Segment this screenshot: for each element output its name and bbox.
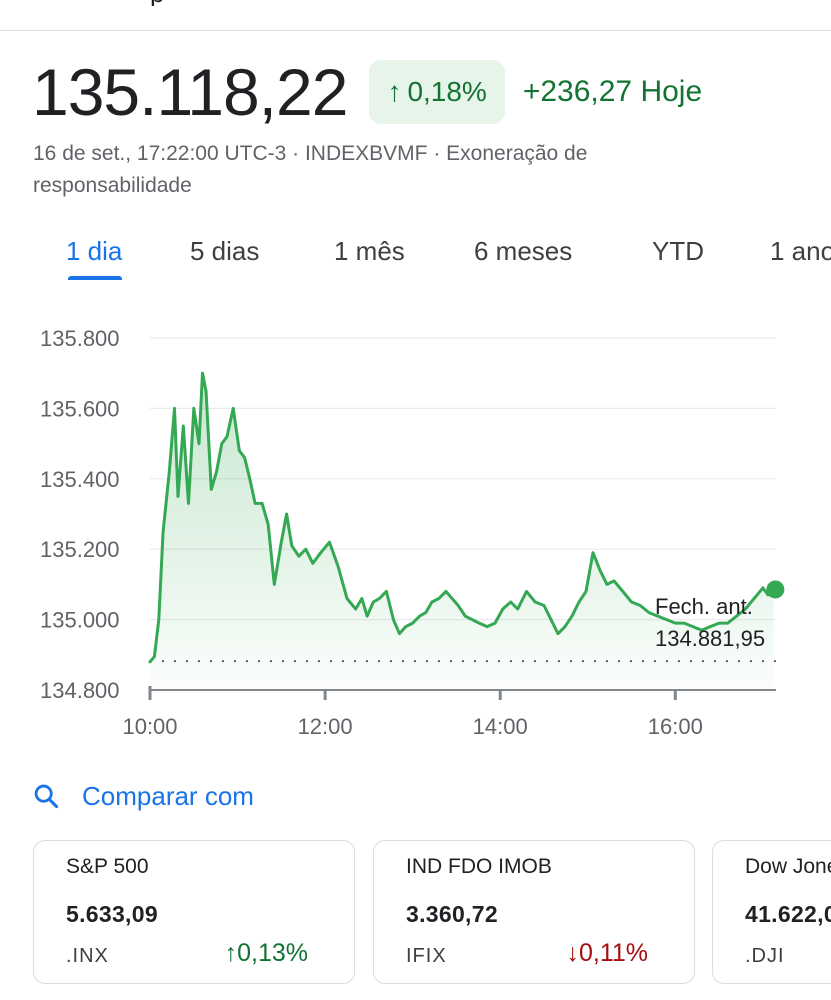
y-tick-label: 135.600 xyxy=(40,396,120,421)
card-value: 41.622,08 xyxy=(745,901,831,927)
change-absolute: +236,27 Hoje xyxy=(522,75,703,108)
arrow-up-icon: ↑ xyxy=(387,76,402,107)
search-icon xyxy=(34,784,59,809)
x-tick-label: 12:00 xyxy=(298,714,353,739)
arrow-up-icon: ↑ xyxy=(224,939,238,967)
card-name: Dow Jones xyxy=(745,855,831,878)
tab-ytd[interactable]: YTD xyxy=(652,236,704,266)
compare-card-ifix[interactable]: IND FDO IMOB 3.360,72 IFIX ↓0,11% xyxy=(373,840,695,984)
previous-close-label: Fech. ant. xyxy=(655,594,753,619)
card-change: ↓0,11% xyxy=(566,939,648,968)
comparison-cards: S&P 500 5.633,09 .INX ↑0,13% IND FDO IMO… xyxy=(0,840,831,986)
change-percent-value: 0,18% xyxy=(407,76,487,107)
card-value: 3.360,72 xyxy=(406,901,498,927)
compare-with-button[interactable]: Comparar com xyxy=(32,776,254,816)
quote-meta: 16 de set., 17:22:00 UTC-3 · INDEXBVMF ·… xyxy=(33,138,733,202)
y-tick-label: 135.200 xyxy=(40,537,120,562)
series-line xyxy=(148,371,775,664)
quote-meta-line1: 16 de set., 17:22:00 UTC-3 · INDEXBVMF ·… xyxy=(33,142,588,165)
card-change: ↑0,13% xyxy=(225,939,308,968)
active-tab-indicator xyxy=(68,276,122,280)
previous-close-value: 134.881,95 xyxy=(655,626,765,651)
range-tabs: 1 dia 5 dias 1 mês 6 meses YTD 1 ano xyxy=(0,236,831,286)
current-price: 135.118,22 xyxy=(32,55,348,129)
tab-1-ano[interactable]: 1 ano xyxy=(770,236,831,266)
y-tick-label: 135.800 xyxy=(40,326,120,351)
x-tick-label: 16:00 xyxy=(648,714,703,739)
compare-card-dji[interactable]: Dow Jones 41.622,08 .DJI xyxy=(712,840,831,984)
card-change-value: 0,11% xyxy=(578,939,648,967)
quote-header: 135.118,22 ↑ 0,18% +236,27 Hoje xyxy=(32,52,702,132)
change-percent-badge: ↑ 0,18% xyxy=(369,60,505,124)
chart-svg[interactable]: 135.800 135.600 135.400 135.200 135.000 134.8… xyxy=(0,310,831,750)
x-tick-label: 10:00 xyxy=(122,714,177,739)
quote-meta-line2[interactable]: responsabilidade xyxy=(33,174,192,197)
card-name: IND FDO IMOB xyxy=(406,855,552,878)
card-ticker: .INX xyxy=(66,945,109,967)
y-tick-label: 135.400 xyxy=(40,467,120,492)
compare-card-sp500[interactable]: S&P 500 5.633,09 .INX ↑0,13% xyxy=(33,840,355,984)
tab-6-meses[interactable]: 6 meses xyxy=(474,236,573,266)
tab-1-dia[interactable]: 1 dia xyxy=(66,236,123,266)
top-divider xyxy=(0,30,831,31)
series-area xyxy=(150,373,774,690)
card-ticker: .DJI xyxy=(745,945,785,967)
compare-with-label: Comparar com xyxy=(82,780,254,811)
y-tick-label: 134.800 xyxy=(40,678,120,703)
card-change-value: 0,13% xyxy=(237,939,308,967)
card-name: S&P 500 xyxy=(66,855,149,878)
previous-section-fragment: p xyxy=(150,0,180,6)
last-value-dot[interactable] xyxy=(766,580,785,599)
tab-1-mes[interactable]: 1 mês xyxy=(334,236,405,266)
tab-5-dias[interactable]: 5 dias xyxy=(190,236,260,266)
arrow-down-icon: ↓ xyxy=(566,939,579,967)
y-tick-label: 135.000 xyxy=(40,608,120,633)
card-ticker: IFIX xyxy=(406,945,447,967)
x-tick-label: 14:00 xyxy=(473,714,528,739)
card-value: 5.633,09 xyxy=(66,901,158,927)
intraday-chart[interactable]: 135.800 135.600 135.400 135.200 135.000 134.8… xyxy=(0,310,831,750)
